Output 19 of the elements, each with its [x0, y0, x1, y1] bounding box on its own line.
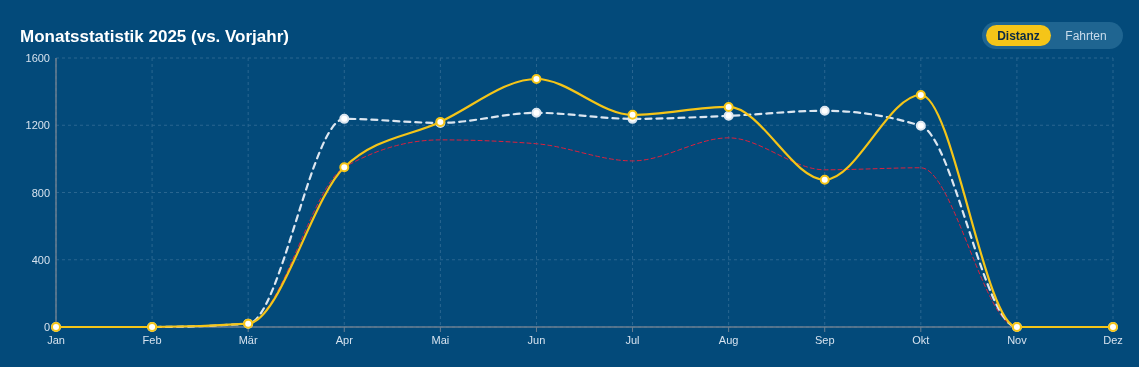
y-tick-label: 400 — [31, 253, 50, 266]
x-tick-label: Feb — [142, 334, 162, 346]
x-tick-label: Mär — [238, 334, 258, 346]
x-tick-label: Dez — [1103, 334, 1123, 346]
y-tick-label: 1200 — [25, 119, 50, 132]
y-tick-label: 0 — [43, 321, 50, 333]
x-tick-label: Sep — [814, 334, 835, 346]
x-tick-label: Apr — [335, 334, 354, 346]
chart-title: Monatsstatistik 2025 (vs. Vorjahr) — [20, 27, 289, 46]
y-tick-label: 1600 — [25, 52, 50, 64]
x-tick-label: Jul — [625, 334, 640, 346]
x-tick-label: Nov — [1007, 334, 1028, 346]
x-tick-label: Aug — [718, 334, 739, 346]
toggle-switch: Distanz Fahrten — [982, 22, 1123, 49]
y-tick-label: 800 — [31, 186, 50, 199]
x-tick-label: Okt — [912, 334, 930, 346]
x-tick-label: Mai — [431, 334, 450, 346]
x-tick-label: Jun — [527, 334, 546, 346]
x-tick-label: Jan — [47, 334, 65, 346]
